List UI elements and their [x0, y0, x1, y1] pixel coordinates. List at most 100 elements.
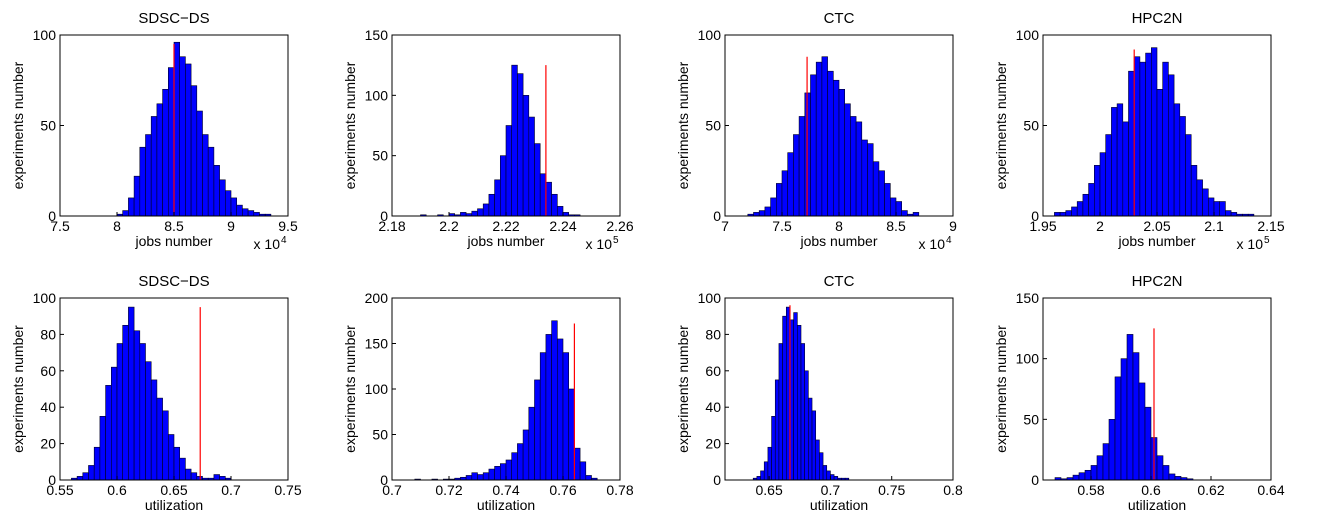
- y-tick-label: 20: [40, 436, 56, 452]
- y-tick-label: 100: [1016, 27, 1040, 43]
- bar: [133, 330, 141, 481]
- y-tick-label: 0: [48, 208, 56, 224]
- x-tick-label: 0.72: [435, 482, 462, 498]
- y-tick-label: 50: [705, 118, 721, 134]
- bar: [511, 452, 518, 481]
- bar: [145, 134, 152, 217]
- bar: [236, 204, 243, 217]
- bar: [1054, 212, 1061, 217]
- bar: [517, 73, 524, 217]
- bar: [1132, 352, 1140, 481]
- y-axis-label: experiments number: [342, 325, 358, 453]
- bar: [111, 366, 118, 481]
- bar: [826, 470, 831, 481]
- bar: [551, 320, 558, 481]
- x-axis-label: jobs number: [134, 233, 212, 249]
- chart-title: SDSC−DS: [138, 273, 209, 290]
- axes-box: [1042, 297, 1272, 481]
- x-tick-label: 9: [949, 218, 957, 234]
- bar: [185, 468, 192, 481]
- x-tick-label: 0.75: [878, 482, 905, 498]
- x-tick-label: 7: [721, 218, 729, 234]
- bar: [787, 152, 794, 217]
- bar: [1173, 103, 1181, 217]
- bar: [585, 475, 592, 481]
- bar: [1213, 201, 1220, 217]
- x-axis-label: jobs number: [799, 233, 877, 249]
- bar: [815, 439, 820, 481]
- plot-area: [725, 298, 953, 480]
- bar: [884, 183, 891, 217]
- x-tick-label: 0.76: [549, 482, 576, 498]
- bar: [122, 324, 129, 481]
- bar: [774, 379, 780, 481]
- bar: [202, 134, 209, 217]
- bar: [534, 143, 541, 217]
- x-multiplier-exponent: 5: [1264, 235, 1270, 246]
- y-tick-label: 100: [698, 27, 722, 43]
- bar: [758, 210, 766, 217]
- x-tick-label: 2: [1096, 218, 1104, 234]
- x-axis-label: utilization: [1128, 497, 1186, 513]
- bar: [1139, 61, 1146, 217]
- bar: [145, 361, 152, 481]
- bar: [1071, 206, 1078, 217]
- bar: [488, 468, 495, 481]
- bar: [767, 446, 772, 481]
- bar: [1090, 465, 1098, 481]
- bar: [568, 388, 575, 481]
- y-tick-label: 50: [372, 148, 388, 164]
- bar: [808, 397, 813, 481]
- x-tick-label: 8.5: [886, 218, 906, 234]
- bar: [804, 370, 809, 481]
- bar: [230, 197, 237, 217]
- y-tick-label: 40: [40, 399, 56, 415]
- bar: [139, 146, 146, 217]
- bar: [562, 212, 569, 217]
- subplot: 0.65 0.7 0.75 0.8 0 20 40 60 80 100 CTC utilization…: [675, 273, 963, 513]
- chart-title: HPC2N: [1132, 10, 1183, 27]
- bar: [1202, 188, 1209, 217]
- bar: [93, 446, 101, 481]
- y-axis-label: experiments number: [993, 61, 1009, 189]
- bar: [1076, 201, 1084, 217]
- bar: [247, 210, 255, 217]
- bar: [156, 397, 163, 481]
- y-tick-label: 50: [1023, 118, 1039, 134]
- bar: [1128, 70, 1135, 217]
- y-tick-label: 80: [705, 326, 721, 342]
- bar: [1208, 197, 1215, 217]
- bar: [819, 452, 824, 481]
- bar: [1168, 74, 1175, 217]
- bar: [1138, 382, 1146, 481]
- bar: [494, 466, 501, 481]
- bar: [889, 197, 897, 217]
- bar: [196, 110, 203, 217]
- bar: [811, 410, 817, 481]
- bar: [213, 165, 220, 217]
- x-tick-label: 2.26: [606, 218, 633, 234]
- bar: [574, 447, 581, 481]
- bar: [207, 146, 215, 217]
- bar: [1102, 443, 1110, 481]
- bar: [861, 139, 868, 217]
- bar: [1185, 134, 1192, 217]
- bar: [797, 324, 802, 481]
- bar: [1059, 212, 1067, 217]
- y-tick-label: 150: [365, 336, 389, 352]
- x-tick-label: 0.6: [1141, 482, 1161, 498]
- bar: [1162, 61, 1169, 217]
- bar: [494, 179, 501, 217]
- x-tick-label: 7.5: [772, 218, 792, 234]
- chart-title: CTC: [824, 10, 855, 27]
- y-tick-label: 80: [40, 326, 56, 342]
- bar: [1096, 455, 1104, 481]
- bar: [912, 212, 920, 217]
- subplot: 7 7.5 8 8.5 9 0 50 100 CTC jobs number experiments…: [675, 10, 957, 252]
- bar: [1196, 179, 1203, 217]
- bar: [793, 134, 800, 217]
- bar: [1078, 472, 1086, 481]
- bar: [832, 79, 840, 217]
- bar: [1105, 134, 1112, 217]
- bar: [1168, 473, 1176, 481]
